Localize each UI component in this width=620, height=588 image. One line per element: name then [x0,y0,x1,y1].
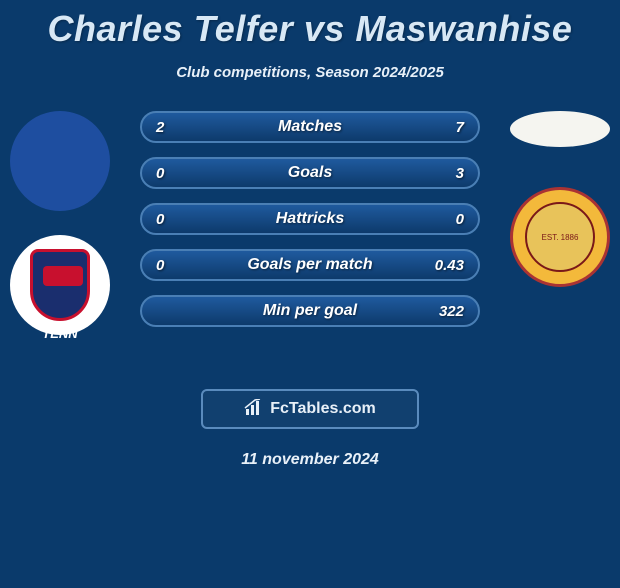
badge-inner: EST. 1886 [525,202,595,272]
stat-bars: 2 Matches 7 0 Goals 3 0 Hattricks 0 0 Goals per ma… [140,111,480,341]
date-text: 11 november 2024 [0,451,620,469]
player-right-placeholder [510,111,610,147]
stat-label: Goals [288,164,332,182]
stat-left-value: 2 [156,119,164,136]
page-title: Charles Telfer vs Maswanhise [0,8,620,50]
stat-right-value: 0 [456,211,464,228]
stat-left-value: 0 [156,211,164,228]
stat-right-value: 7 [456,119,464,136]
stat-label: Hattricks [276,210,344,228]
stat-right-value: 322 [439,303,464,320]
stat-right-value: 3 [456,165,464,182]
stat-bar: Min per goal 322 [140,295,480,327]
stat-left-value: 0 [156,257,164,274]
stat-label: Matches [278,118,342,136]
stat-left-value: 0 [156,165,164,182]
stat-bar: 0 Goals per match 0.43 [140,249,480,281]
subtitle: Club competitions, Season 2024/2025 [0,64,620,81]
shield-icon [30,249,90,321]
stat-bar: 0 Hattricks 0 [140,203,480,235]
stat-label: Min per goal [263,302,357,320]
right-photo-column: EST. 1886 [510,111,610,311]
comparison-body: TENN EST. 1886 2 Matches 7 0 Goals 3 0 Hattrick… [0,111,620,371]
watermark-box: FcTables.com [201,389,419,429]
stat-label: Goals per match [247,256,372,274]
watermark-text: FcTables.com [270,400,376,418]
left-photo-column: TENN [10,111,110,359]
stat-bar: 0 Goals 3 [140,157,480,189]
stat-bar: 2 Matches 7 [140,111,480,143]
stat-right-value: 0.43 [435,257,464,274]
player-left-photo: TENN [10,111,110,211]
club-left-logo [10,235,110,335]
club-right-logo: EST. 1886 [510,187,610,287]
chart-icon [244,399,264,420]
